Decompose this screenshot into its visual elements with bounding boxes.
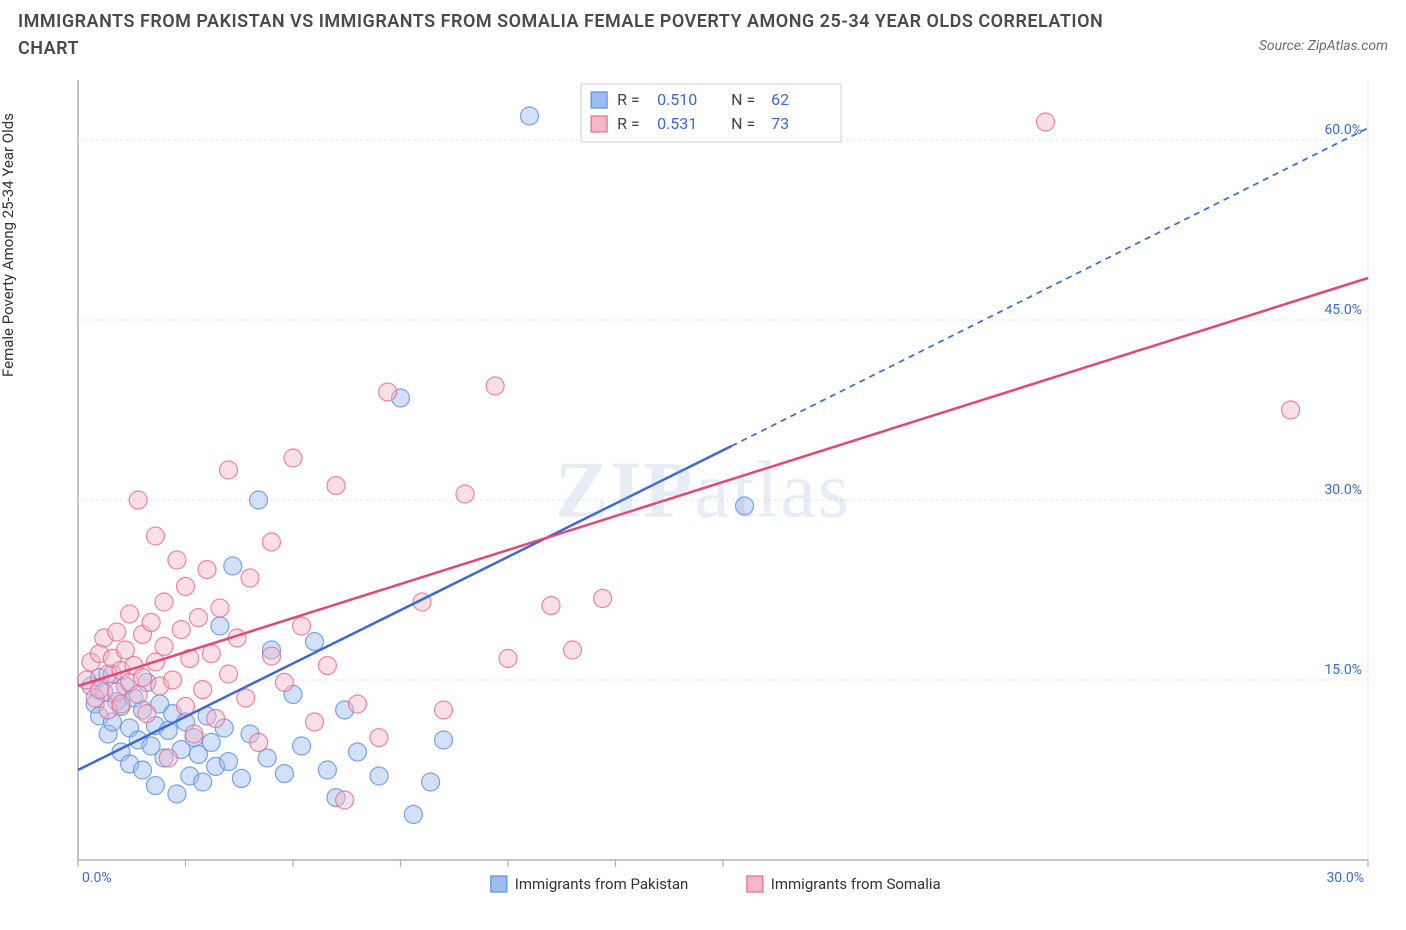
legend-label: Immigrants from Somalia — [771, 875, 941, 893]
trend-line-dashed — [732, 128, 1368, 446]
svg-text:73: 73 — [771, 114, 789, 133]
svg-text:N =: N = — [731, 90, 755, 109]
y-tick-label: 45.0% — [1324, 302, 1362, 318]
y-tick-label: 60.0% — [1324, 122, 1362, 138]
legend-swatch — [747, 876, 763, 892]
svg-text:0.531: 0.531 — [657, 114, 697, 133]
svg-text:0.510: 0.510 — [657, 90, 697, 109]
trend-line — [78, 446, 732, 770]
series-immigrants-from-pakistan — [82, 107, 754, 823]
y-axis-label: Female Poverty Among 25-34 Year Olds — [0, 113, 17, 377]
chart-title: IMMIGRANTS FROM PAKISTAN VS IMMIGRANTS F… — [18, 8, 1118, 62]
y-tick-label: 15.0% — [1324, 662, 1362, 678]
source-label: Source: ZipAtlas.com — [1259, 38, 1388, 54]
trend-line — [78, 278, 1368, 686]
svg-text:N =: N = — [731, 114, 755, 133]
x-tick-label: 30.0% — [1326, 870, 1364, 886]
y-tick-label: 30.0% — [1324, 482, 1362, 498]
svg-text:R =: R = — [617, 114, 640, 133]
x-tick-label: 0.0% — [82, 870, 112, 886]
scatter-chart: 15.0% 30.0% 45.0% 60.0% 0.0% 30.0% R = 0.510 N =… — [18, 80, 1388, 920]
legend-label: Immigrants from Pakistan — [515, 875, 689, 893]
svg-text:62: 62 — [771, 90, 789, 109]
svg-text:R =: R = — [617, 90, 640, 109]
chart-container: Female Poverty Among 25-34 Year Olds ZIP… — [18, 80, 1388, 920]
series-immigrants-from-somalia — [78, 113, 1300, 809]
legend-swatch — [491, 876, 507, 892]
